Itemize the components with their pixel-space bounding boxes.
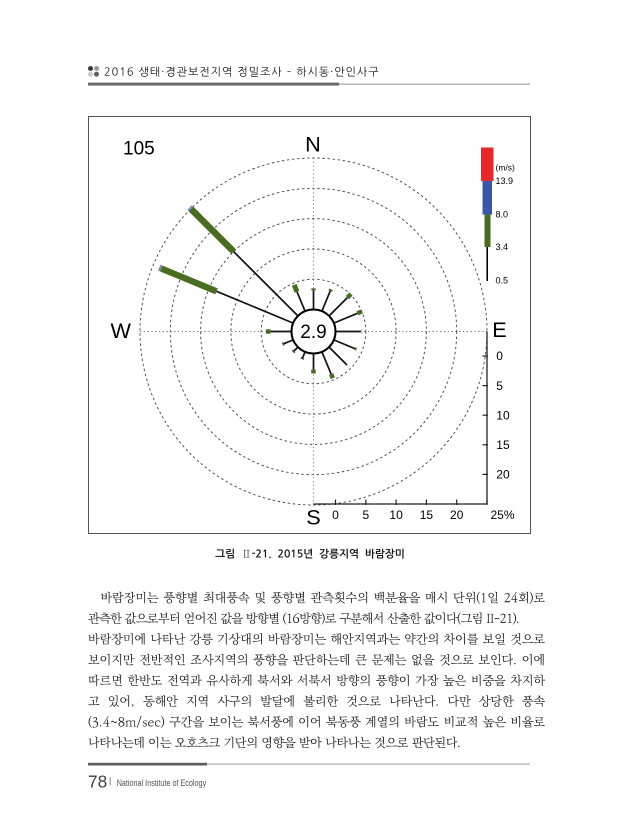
svg-text:5: 5	[496, 379, 503, 393]
svg-text:20: 20	[450, 508, 464, 522]
svg-text:W: W	[111, 318, 132, 343]
svg-text:0: 0	[496, 349, 503, 363]
svg-text:3.4: 3.4	[496, 242, 509, 252]
svg-text:105: 105	[123, 139, 155, 160]
svg-text:(m/s): (m/s)	[496, 163, 516, 173]
svg-text:15: 15	[496, 438, 510, 452]
svg-text:10: 10	[496, 408, 510, 422]
svg-text:8.0: 8.0	[496, 210, 509, 220]
svg-text:15: 15	[420, 508, 434, 522]
svg-text:10: 10	[389, 508, 403, 522]
svg-text:2.9: 2.9	[300, 322, 326, 343]
svg-text:20: 20	[496, 468, 510, 482]
svg-text:78: 78	[88, 772, 107, 792]
svg-text:E: E	[492, 317, 506, 342]
svg-text:13.9: 13.9	[496, 176, 514, 186]
svg-text:National Institute of Ecology: National Institute of Ecology	[117, 778, 207, 789]
svg-text:0.5: 0.5	[496, 276, 509, 286]
svg-text:0: 0	[332, 508, 339, 522]
svg-text:N: N	[305, 131, 321, 156]
svg-text:25%: 25%	[491, 508, 515, 522]
svg-text:S: S	[306, 504, 320, 529]
svg-text:5: 5	[362, 508, 369, 522]
